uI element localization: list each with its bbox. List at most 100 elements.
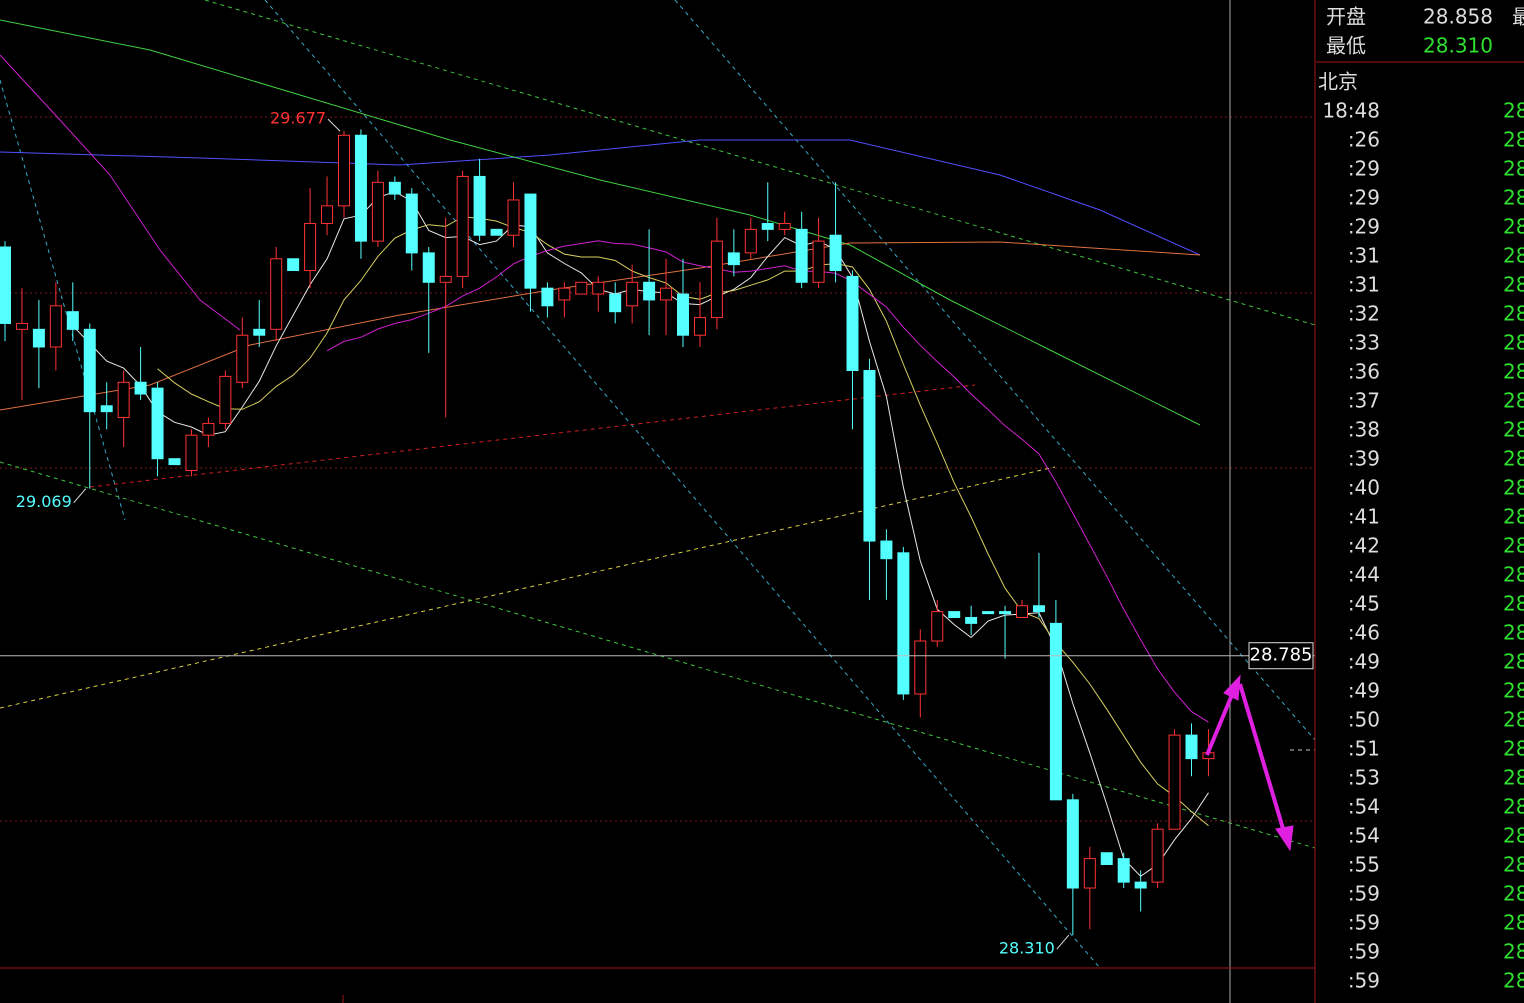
tick-time: :53 bbox=[1348, 766, 1380, 790]
crosshair-label: 28.785 bbox=[1250, 645, 1313, 666]
candle-body bbox=[83, 328, 96, 413]
candle-body bbox=[0, 246, 11, 324]
trend-line bbox=[674, 0, 1316, 741]
candle-body bbox=[219, 375, 232, 424]
tick-time: :26 bbox=[1348, 128, 1380, 152]
candle-body bbox=[948, 611, 961, 618]
tick-price: 28 bbox=[1503, 592, 1524, 616]
tick-price: 28 bbox=[1503, 331, 1524, 355]
candle-body bbox=[660, 287, 673, 301]
candle-body bbox=[507, 199, 520, 236]
tick-time: :59 bbox=[1348, 882, 1380, 906]
tick-time: :29 bbox=[1348, 186, 1380, 210]
tick-time: :59 bbox=[1348, 969, 1380, 993]
tick-price: 28 bbox=[1503, 215, 1524, 239]
candle-body bbox=[422, 252, 435, 283]
tick-price: 28 bbox=[1503, 708, 1524, 732]
tick-price: 28 bbox=[1503, 563, 1524, 587]
candle-body bbox=[592, 281, 605, 295]
annotation-label: 29.677 bbox=[270, 109, 326, 128]
candle-body bbox=[761, 222, 774, 230]
candle-body bbox=[1049, 622, 1062, 801]
tick-time: :29 bbox=[1348, 215, 1380, 239]
tick-time: :36 bbox=[1348, 360, 1380, 384]
tick-price: 28 bbox=[1503, 911, 1524, 935]
candle-body bbox=[897, 552, 910, 695]
tick-price: 28 bbox=[1503, 650, 1524, 674]
tick-time: :42 bbox=[1348, 534, 1380, 558]
arrow-head bbox=[1223, 674, 1241, 701]
ma-line bbox=[0, 139, 1201, 256]
tick-price: 28 bbox=[1503, 882, 1524, 906]
trend-lines bbox=[0, 0, 1316, 969]
candle-body bbox=[236, 334, 249, 383]
candle-body bbox=[270, 258, 283, 330]
candle-body bbox=[134, 381, 147, 395]
tick-time: 18:48 bbox=[1322, 99, 1380, 123]
tick-price: 28 bbox=[1503, 737, 1524, 761]
candle-body bbox=[965, 616, 978, 624]
candle-body bbox=[388, 181, 401, 195]
candle-body bbox=[49, 305, 62, 348]
candle-body bbox=[1168, 734, 1181, 830]
tick-price: 28 bbox=[1503, 505, 1524, 529]
candle-body bbox=[490, 228, 503, 236]
candle-body bbox=[829, 234, 842, 272]
tick-price: 28 bbox=[1503, 940, 1524, 964]
candle-body bbox=[1100, 852, 1113, 865]
candle-body bbox=[473, 175, 486, 236]
tick-time: :38 bbox=[1348, 418, 1380, 442]
tick-price: 28 bbox=[1503, 128, 1524, 152]
candle-body bbox=[32, 328, 45, 348]
candle-body bbox=[439, 275, 452, 283]
tick-price: 28 bbox=[1503, 679, 1524, 703]
trend-line bbox=[264, 0, 1101, 969]
arrow bbox=[1205, 689, 1236, 756]
tick-price: 28 bbox=[1503, 766, 1524, 790]
tick-price: 28 bbox=[1503, 99, 1524, 123]
tick-list: 18:48 28:26 28:29 28:29 28:29 28:31 28:31 28:32… bbox=[1322, 99, 1524, 993]
ma-line bbox=[0, 19, 1201, 426]
tick-price: 28 bbox=[1503, 186, 1524, 210]
candle-body bbox=[778, 222, 791, 230]
candle-body bbox=[812, 240, 825, 283]
candle-body bbox=[558, 287, 571, 301]
tick-time: :37 bbox=[1348, 389, 1380, 413]
tick-time: :31 bbox=[1348, 244, 1380, 268]
candle-body bbox=[795, 228, 808, 283]
quote-value: 28.858 bbox=[1423, 5, 1493, 29]
tick-price: 28 bbox=[1503, 824, 1524, 848]
trend-line bbox=[204, 0, 1316, 326]
tick-price: 28 bbox=[1503, 853, 1524, 877]
candle-body bbox=[253, 328, 266, 336]
candle-body bbox=[405, 193, 418, 254]
tick-price: 28 bbox=[1503, 447, 1524, 471]
candle-body bbox=[151, 387, 164, 460]
tick-time: :59 bbox=[1348, 940, 1380, 964]
candle-body bbox=[710, 240, 723, 319]
tick-time: :31 bbox=[1348, 273, 1380, 297]
candle-body bbox=[304, 222, 317, 272]
candle-body bbox=[1066, 799, 1079, 889]
annotation-label: 28.310 bbox=[999, 939, 1055, 958]
tick-time: :32 bbox=[1348, 302, 1380, 326]
candle-body bbox=[15, 322, 28, 330]
candle-body bbox=[1185, 734, 1198, 760]
candle-body bbox=[524, 193, 537, 289]
tick-price: 28 bbox=[1503, 476, 1524, 500]
candle-body bbox=[727, 252, 740, 266]
arrow bbox=[1238, 683, 1286, 833]
candle-body bbox=[1083, 858, 1096, 889]
tick-time: :39 bbox=[1348, 447, 1380, 471]
candle-body bbox=[456, 175, 469, 277]
tick-time: :51 bbox=[1348, 737, 1380, 761]
tick-price: 28 bbox=[1503, 418, 1524, 442]
tick-price: 28 bbox=[1503, 795, 1524, 819]
candle-body bbox=[643, 281, 656, 301]
candle-body bbox=[863, 369, 876, 542]
candle-body bbox=[100, 405, 113, 413]
candle-body bbox=[354, 134, 367, 242]
ma-line bbox=[326, 240, 1209, 723]
